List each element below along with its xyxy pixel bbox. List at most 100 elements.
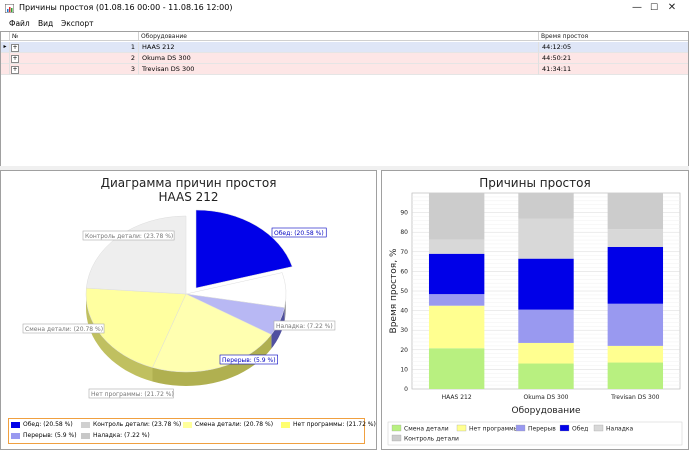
grid-corner: [1, 32, 10, 41]
pie-chart: Обед: (20.58 %) Наладка: (7.22 %) Перерыв:…: [22, 209, 336, 399]
y-tick-label: 90: [400, 210, 408, 217]
menu-bar: Файл Вид Экспорт: [0, 17, 689, 31]
y-tick-label: 50: [400, 288, 408, 295]
legend-swatch: [81, 421, 90, 428]
legend-swatch: [11, 432, 20, 439]
bar-legend-item: Контроль детали: [391, 434, 459, 443]
pie-data-label: Перерыв: (5.9 %): [219, 354, 278, 365]
pie-legend-item: Нет программы: (21.72 %): [281, 421, 376, 428]
bar-legend-item: Наладка: [593, 424, 633, 433]
row-number: 1: [10, 42, 139, 53]
bar-legend-item: Нет программы: [456, 424, 519, 433]
pie-chart-subtitle: HAAS 212: [158, 190, 219, 204]
svg-text:Перерыв: (5.9 %): Перерыв: (5.9 %): [222, 357, 276, 364]
bar-segment: [607, 362, 664, 389]
bar-chart: 0 10 20 30 40 50 60 70 80 90 Время простоя, % HAAS …: [387, 192, 683, 446]
pie-slice: [195, 209, 293, 289]
svg-text:Перерыв: Перерыв: [528, 426, 556, 433]
downtime-grid[interactable]: № Оборудование Время простоя ▸ 1 + HAAS …: [0, 31, 689, 168]
bar-chart-panel: Причины простоя 0 10 20 30 40 50 60 70 80 90 Время…: [381, 170, 689, 450]
legend-label: Перерыв: (5.9 %): [23, 432, 77, 439]
svg-text:Наладка: Наладка: [606, 426, 633, 433]
bar-segment: [428, 305, 485, 349]
svg-text:Обед: Обед: [572, 426, 588, 433]
bar-segment: [607, 303, 664, 346]
pie-slice-side: [86, 294, 153, 382]
bar-segment: [518, 309, 574, 343]
legend-swatch: [183, 421, 192, 428]
bar-segment: [607, 246, 664, 304]
row-downtime: 41:34:11: [539, 64, 688, 75]
bar-segment: [428, 294, 485, 306]
bar-chart-title: Причины простоя: [479, 176, 591, 190]
menu-file[interactable]: Файл: [9, 19, 30, 28]
menu-export[interactable]: Экспорт: [61, 19, 94, 28]
title-bar: Причины простоя (01.08.16 00:00 - 11.08.…: [0, 0, 689, 18]
legend-swatch: [281, 421, 290, 428]
bar-segment: [518, 258, 574, 310]
window-title: Причины простоя (01.08.16 00:00 - 11.08.…: [19, 3, 233, 12]
pie-legend-item: Обед: (20.58 %): [11, 421, 73, 428]
bar-segment: [518, 218, 574, 259]
bar-segment: [428, 193, 485, 240]
y-tick-label: 70: [400, 249, 408, 256]
y-tick-label: 80: [400, 229, 408, 236]
pie-chart-title: Диаграмма причин простоя: [100, 176, 277, 190]
pie-slice: [86, 215, 187, 295]
y-tick-label: 10: [400, 366, 408, 373]
svg-text:Обед: (20.58 %): Обед: (20.58 %): [274, 230, 324, 237]
row-equipment: Okuma DS 300: [139, 53, 539, 64]
row-downtime: 44:50:21: [539, 53, 688, 64]
bar-legend-item: Смена детали: [391, 424, 449, 433]
header-downtime[interactable]: Время простоя: [539, 32, 688, 41]
bar-legend-item: Обед: [559, 424, 588, 433]
y-axis-label: Время простоя, %: [389, 248, 399, 333]
menu-view[interactable]: Вид: [38, 19, 54, 28]
y-tick-label: 60: [400, 268, 408, 275]
panel-splitter[interactable]: [0, 166, 689, 170]
bar-segment: [518, 363, 574, 389]
expand-icon[interactable]: +: [11, 55, 19, 63]
header-equipment[interactable]: Оборудование: [139, 32, 539, 41]
pie-legend-item: Перерыв: (5.9 %): [11, 432, 77, 439]
row-header-cell: [1, 53, 10, 64]
pie-data-label: Нет программы: (21.72 %): [88, 388, 174, 399]
row-downtime: 44:12:05: [539, 42, 688, 53]
pie-legend-item: Контроль детали: (23.78 %): [81, 421, 181, 428]
svg-text:Смена детали: Смена детали: [404, 426, 449, 433]
svg-text:Контроль детали: Контроль детали: [404, 436, 459, 443]
minimize-button[interactable]: —: [632, 2, 642, 13]
row-equipment: HAAS 212: [139, 42, 539, 53]
legend-label: Смена детали: (20.78 %): [195, 421, 274, 428]
expand-icon[interactable]: +: [11, 66, 19, 74]
pie-chart-panel: Диаграмма причин простоя HAAS 212 Обед: …: [0, 170, 377, 450]
expand-icon[interactable]: +: [11, 44, 19, 52]
y-tick-label: 0: [404, 386, 408, 393]
svg-text:Контроль детали: (23.78 %): Контроль детали: (23.78 %): [85, 233, 173, 240]
close-button[interactable]: ✕: [667, 2, 677, 13]
y-tick-label: 30: [400, 327, 408, 334]
pie-slice: [152, 293, 272, 373]
row-indicator-icon: ▸: [1, 42, 10, 53]
legend-swatch: [81, 432, 90, 439]
bar-segment: [518, 342, 574, 364]
pie-data-label: Контроль детали: (23.78 %): [82, 230, 175, 241]
row-number: 2: [10, 53, 139, 64]
header-number[interactable]: №: [10, 32, 139, 41]
app-icon: [5, 4, 14, 13]
y-tick-label: 20: [400, 347, 408, 354]
x-tick-label: Okuma DS 300: [523, 394, 568, 401]
bar-segment: [428, 239, 485, 254]
svg-text:Смена детали: (20.78 %): Смена детали: (20.78 %): [25, 326, 103, 333]
bar-segment: [607, 193, 664, 230]
legend-label: Наладка: (7.22 %): [93, 432, 150, 439]
pie-legend: Обед: (20.58 %) Контроль детали: (23.78 %…: [8, 418, 376, 444]
table-row[interactable]: 3 + Trevisan DS 300 41:34:11: [1, 64, 688, 75]
table-row[interactable]: 2 + Okuma DS 300 44:50:21: [1, 53, 688, 64]
legend-label: Обед: (20.58 %): [23, 421, 73, 428]
bar-segment: [428, 253, 485, 295]
table-row[interactable]: ▸ 1 + HAAS 212 44:12:05: [1, 42, 688, 53]
maximize-button[interactable]: ☐: [649, 3, 659, 13]
pie-legend-item: Наладка: (7.22 %): [81, 432, 150, 439]
pie-legend-item: Смена детали: (20.78 %): [183, 421, 273, 428]
